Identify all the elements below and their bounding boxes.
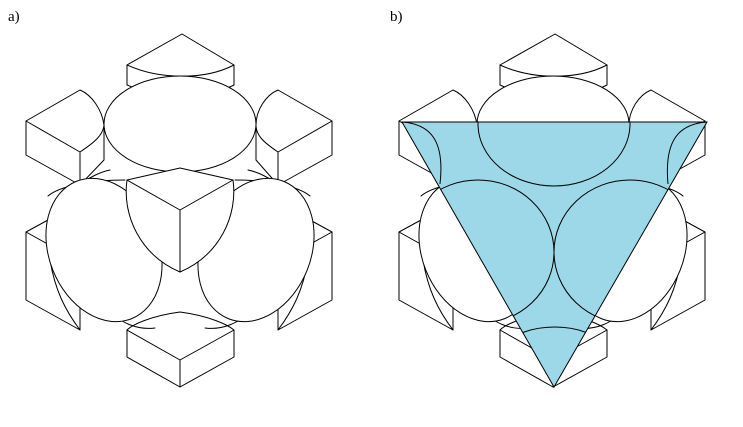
panel-a-label: a) [8, 9, 20, 25]
panel-b-label: b) [390, 9, 403, 25]
plane-outline [401, 121, 708, 389]
fcc-unit-cell-a [24, 33, 336, 388]
